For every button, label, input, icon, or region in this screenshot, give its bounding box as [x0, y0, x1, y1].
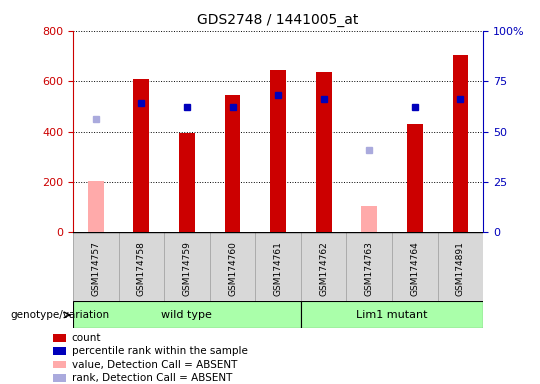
- Text: Lim1 mutant: Lim1 mutant: [356, 310, 428, 320]
- Bar: [53, 374, 66, 382]
- Bar: [407, 124, 423, 232]
- Text: GSM174891: GSM174891: [456, 241, 465, 296]
- Bar: [53, 334, 66, 342]
- Bar: [225, 95, 240, 232]
- Bar: [53, 347, 66, 355]
- Bar: [270, 70, 286, 232]
- Text: GSM174760: GSM174760: [228, 241, 237, 296]
- Bar: [133, 79, 149, 232]
- Bar: [87, 180, 104, 232]
- Bar: [53, 361, 66, 368]
- Text: count: count: [72, 333, 101, 343]
- Text: GSM174761: GSM174761: [274, 241, 282, 296]
- Text: GSM174759: GSM174759: [183, 241, 191, 296]
- Text: rank, Detection Call = ABSENT: rank, Detection Call = ABSENT: [72, 373, 232, 383]
- Bar: [453, 55, 469, 232]
- Bar: [361, 206, 377, 232]
- Text: GSM174763: GSM174763: [365, 241, 374, 296]
- Title: GDS2748 / 1441005_at: GDS2748 / 1441005_at: [198, 13, 359, 27]
- Text: wild type: wild type: [161, 310, 212, 320]
- Bar: [316, 71, 332, 232]
- Bar: [301, 301, 483, 328]
- Text: GSM174757: GSM174757: [91, 241, 100, 296]
- Text: genotype/variation: genotype/variation: [11, 310, 110, 320]
- Text: GSM174764: GSM174764: [410, 241, 420, 296]
- Bar: [179, 133, 195, 232]
- Text: percentile rank within the sample: percentile rank within the sample: [72, 346, 247, 356]
- Text: GSM174758: GSM174758: [137, 241, 146, 296]
- Text: value, Detection Call = ABSENT: value, Detection Call = ABSENT: [72, 359, 237, 369]
- Bar: [73, 301, 301, 328]
- Text: GSM174762: GSM174762: [319, 241, 328, 296]
